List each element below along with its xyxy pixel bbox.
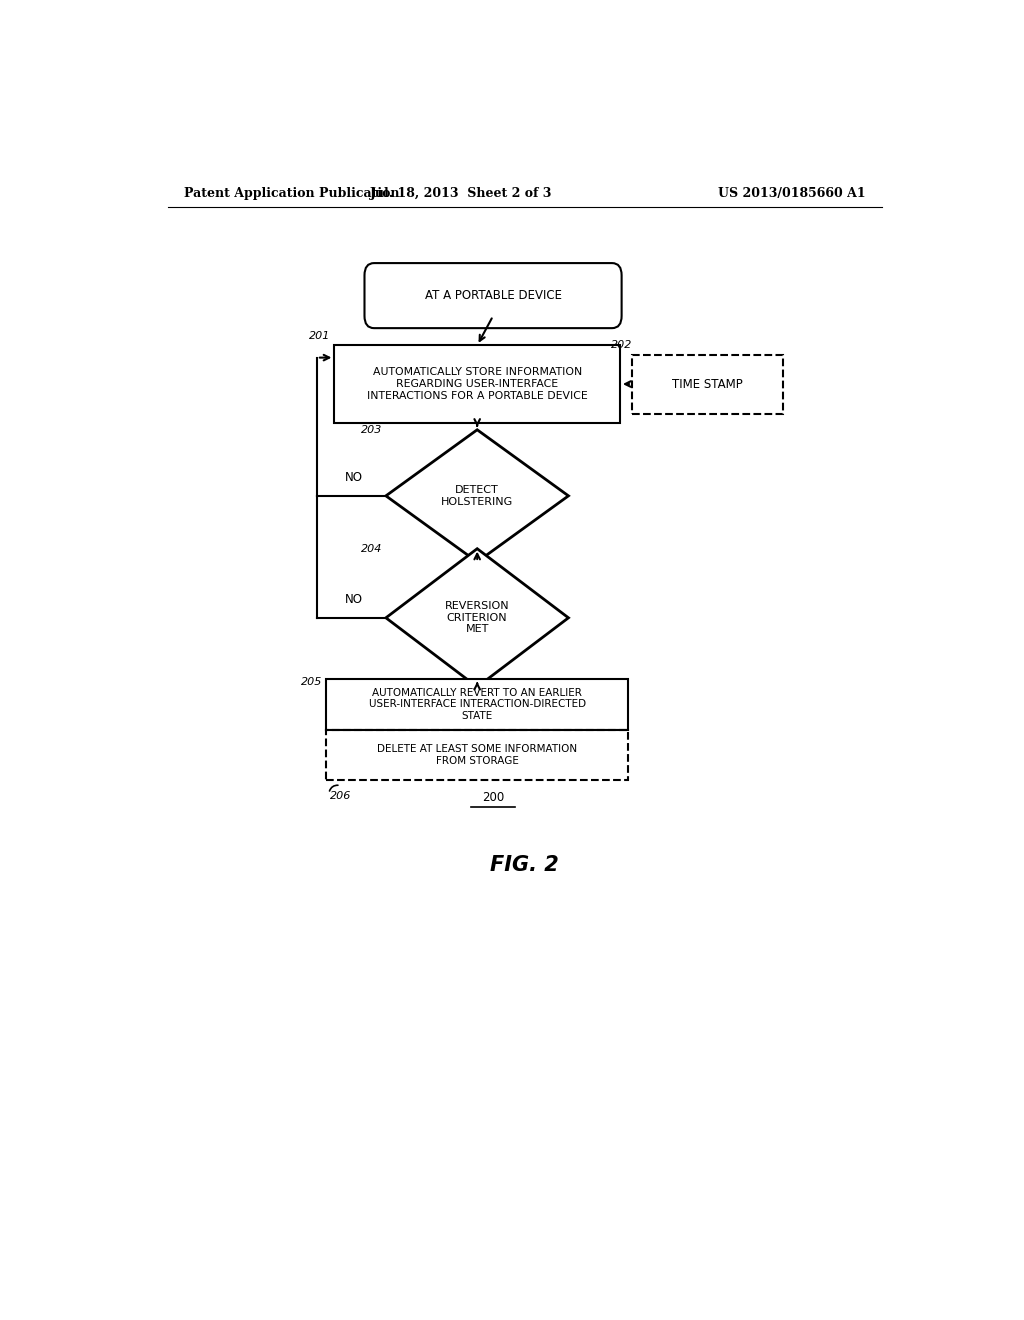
Bar [327, 678, 628, 730]
Text: DETECT
HOLSTERING: DETECT HOLSTERING [441, 484, 513, 507]
Text: TIME STAMP: TIME STAMP [672, 378, 742, 391]
Text: 205: 205 [301, 677, 323, 686]
Text: 202: 202 [610, 341, 632, 351]
Text: DELETE AT LEAST SOME INFORMATION
FROM STORAGE: DELETE AT LEAST SOME INFORMATION FROM ST… [377, 744, 578, 766]
Polygon shape [386, 430, 568, 562]
Bar [327, 730, 628, 780]
Text: YES: YES [474, 574, 496, 587]
Bar [334, 346, 620, 422]
FancyBboxPatch shape [365, 263, 622, 329]
Text: AT A PORTABLE DEVICE: AT A PORTABLE DEVICE [425, 289, 561, 302]
Text: REVERSION
CRITERION
MET: REVERSION CRITERION MET [444, 601, 510, 635]
Text: 206: 206 [331, 791, 351, 801]
Text: AUTOMATICALLY STORE INFORMATION
REGARDING USER-INTERFACE
INTERACTIONS FOR A PORT: AUTOMATICALLY STORE INFORMATION REGARDIN… [367, 367, 588, 401]
Text: Patent Application Publication: Patent Application Publication [183, 187, 399, 201]
Text: 204: 204 [360, 544, 382, 554]
Bar [632, 355, 782, 413]
Text: YES: YES [474, 700, 496, 711]
Text: US 2013/0185660 A1: US 2013/0185660 A1 [719, 187, 866, 201]
Text: NO: NO [345, 593, 364, 606]
Text: 201: 201 [309, 331, 331, 342]
Text: NO: NO [345, 471, 364, 484]
Text: 200: 200 [482, 791, 504, 804]
Text: AUTOMATICALLY REVERT TO AN EARLIER
USER-INTERFACE INTERACTION-DIRECTED
STATE: AUTOMATICALLY REVERT TO AN EARLIER USER-… [369, 688, 586, 721]
Polygon shape [386, 549, 568, 686]
Text: 203: 203 [360, 425, 382, 434]
Text: FIG. 2: FIG. 2 [490, 855, 559, 875]
Text: Jul. 18, 2013  Sheet 2 of 3: Jul. 18, 2013 Sheet 2 of 3 [370, 187, 553, 201]
